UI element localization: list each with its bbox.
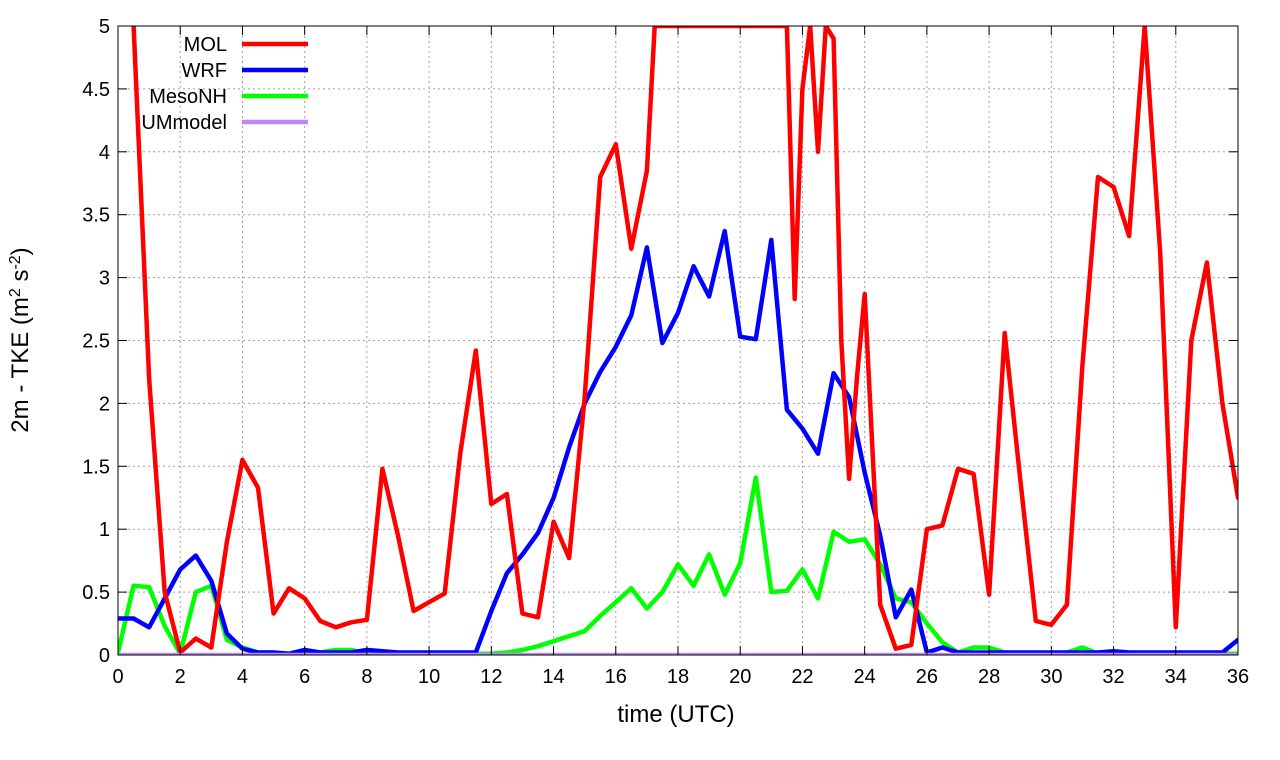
y-tick-label: 1.5 — [82, 456, 110, 478]
x-tick-label: 34 — [1165, 666, 1187, 688]
y-tick-label: 2.5 — [82, 331, 110, 353]
x-tick-label: 2 — [175, 666, 186, 688]
y-axis-label-sup2: -2 — [7, 255, 24, 269]
x-tick-label: 12 — [480, 666, 502, 688]
x-tick-label: 0 — [112, 666, 123, 688]
legend: MOL WRF MesoNH UMmodel — [141, 34, 308, 134]
x-tick-label: 14 — [542, 666, 564, 688]
y-tick-label: 0.5 — [82, 582, 110, 604]
x-axis-label: time (UTC) — [617, 701, 734, 728]
legend-label-ummodel: UMmodel — [141, 112, 227, 134]
x-tick-label: 20 — [729, 666, 751, 688]
y-tick-label: 4.5 — [82, 79, 110, 101]
y-tick-label: 5 — [99, 16, 110, 38]
x-tick-label: 4 — [237, 666, 248, 688]
axis-ticks: 0 2 4 6 8 10 12 14 16 18 20 22 24 26 28 30 32 34 3600.511.… — [82, 16, 1249, 688]
y-tick-label: 1 — [99, 519, 110, 541]
x-tick-label: 22 — [791, 666, 813, 688]
grid-lines — [118, 26, 1238, 655]
y-tick-label: 0 — [99, 645, 110, 667]
legend-label-mol: MOL — [184, 34, 227, 56]
y-axis-label-prefix: 2m - TKE (m — [7, 297, 34, 433]
y-tick-label: 3.5 — [82, 205, 110, 227]
y-axis-label-middle: s — [7, 270, 34, 289]
x-tick-label: 6 — [299, 666, 310, 688]
legend-label-wrf: WRF — [181, 60, 227, 82]
x-tick-label: 26 — [916, 666, 938, 688]
x-tick-label: 24 — [854, 666, 876, 688]
x-tick-label: 8 — [361, 666, 372, 688]
legend-label-mesonh: MesoNH — [149, 86, 227, 108]
x-tick-label: 16 — [605, 666, 627, 688]
y-tick-label: 3 — [99, 268, 110, 290]
x-tick-label: 30 — [1040, 666, 1062, 688]
y-axis-label-sup1: 2 — [7, 288, 24, 297]
x-tick-label: 18 — [667, 666, 689, 688]
y-tick-label: 4 — [99, 142, 110, 164]
y-tick-label: 2 — [99, 393, 110, 415]
x-tick-label: 36 — [1227, 666, 1249, 688]
series-line-mol — [131, 26, 1238, 655]
x-tick-label: 28 — [978, 666, 1000, 688]
x-tick-label: 32 — [1102, 666, 1124, 688]
x-tick-label: 10 — [418, 666, 440, 688]
y-axis-label: 2m - TKE (m2 s-2) — [7, 247, 35, 432]
y-axis-label-suffix: ) — [7, 247, 34, 255]
